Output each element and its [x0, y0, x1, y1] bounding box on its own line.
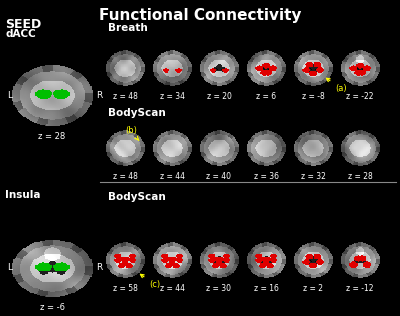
Text: z = 58: z = 58 [112, 284, 138, 293]
Text: (c): (c) [140, 274, 160, 289]
Text: R: R [96, 264, 102, 272]
Text: z = 20: z = 20 [206, 92, 232, 101]
Text: z = -22: z = -22 [346, 92, 374, 101]
Text: Insula: Insula [5, 190, 40, 200]
Text: z = 28: z = 28 [38, 132, 66, 141]
Text: z = 48: z = 48 [112, 92, 138, 101]
Text: z = 16: z = 16 [254, 284, 278, 293]
Text: Breath: Breath [108, 23, 148, 33]
Text: z = 28: z = 28 [348, 172, 372, 181]
Text: z = -6: z = -6 [40, 303, 64, 312]
Text: SEED: SEED [5, 18, 41, 31]
Text: dACC: dACC [5, 29, 36, 39]
Text: z = 36: z = 36 [254, 172, 278, 181]
Text: R: R [96, 90, 102, 100]
Text: z = -8: z = -8 [302, 92, 324, 101]
Text: BodyScan: BodyScan [108, 192, 166, 202]
Text: (b): (b) [125, 126, 139, 140]
Text: z = 48: z = 48 [112, 172, 138, 181]
Text: L: L [7, 90, 12, 100]
Text: z = 40: z = 40 [206, 172, 232, 181]
Text: (a): (a) [326, 78, 347, 93]
Text: Functional Connectivity: Functional Connectivity [99, 8, 301, 23]
Text: z = 2: z = 2 [303, 284, 323, 293]
Text: BodyScan: BodyScan [108, 108, 166, 118]
Text: z = -12: z = -12 [346, 284, 374, 293]
Text: z = 30: z = 30 [206, 284, 232, 293]
Text: z = 32: z = 32 [300, 172, 326, 181]
Text: L: L [7, 264, 12, 272]
Text: z = 6: z = 6 [256, 92, 276, 101]
Text: z = 44: z = 44 [160, 284, 184, 293]
Text: z = 44: z = 44 [160, 172, 184, 181]
Text: z = 34: z = 34 [160, 92, 184, 101]
